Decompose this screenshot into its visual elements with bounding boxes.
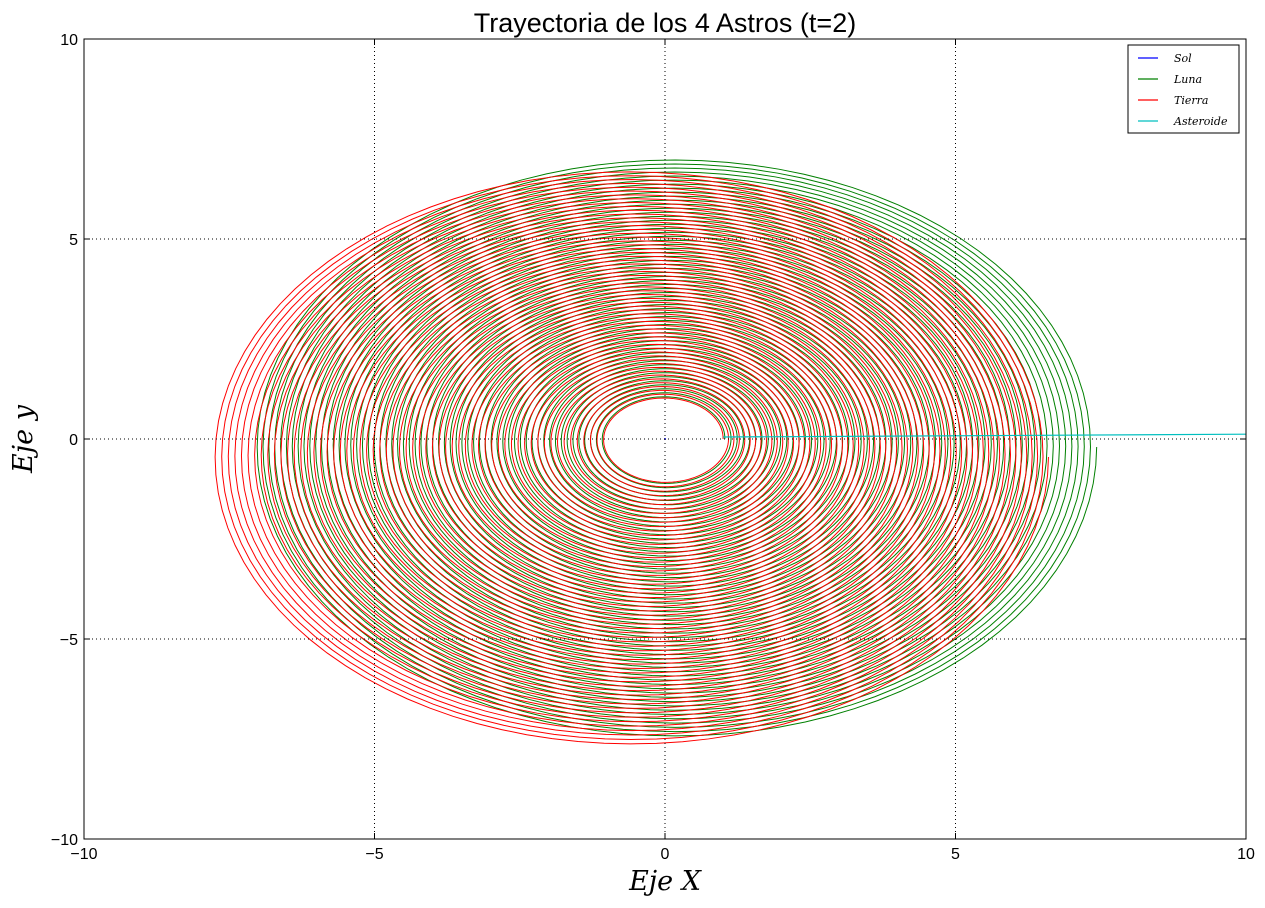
y-tick-label: −5 [60,632,78,649]
y-tick-label: −10 [51,832,78,849]
plot-area [214,159,1246,745]
y-tick-label: 5 [69,232,78,249]
x-tick-label: 5 [951,846,960,863]
legend-label-luna: Luna [1173,73,1202,86]
series-tierra-trajectory [214,171,1049,745]
y-tick-label: 10 [60,32,78,49]
x-tick-label: −5 [365,846,383,863]
legend-label-sol: Sol [1174,52,1192,65]
legend: Sol Luna Tierra Asteroide [1127,44,1240,134]
axis-ticks: −10 −5 0 5 10 −10 −5 0 5 10 [51,32,1255,863]
series-luna-trajectory [256,159,1098,737]
y-axis-label: Eje y [8,404,39,474]
legend-box [1127,44,1240,134]
legend-label-asteroide: Asteroide [1173,115,1228,128]
grid [84,39,1246,839]
x-tick-label: −10 [70,846,97,863]
x-axis-label: Eje X [628,866,703,897]
y-tick-label: 0 [69,432,78,449]
x-tick-label: 0 [661,846,670,863]
x-tick-label: 10 [1237,846,1255,863]
legend-label-tierra: Tierra [1174,94,1208,107]
series-asteroide-trajectory [723,433,1246,438]
chart-title: Trayectoria de los 4 Astros (t=2) [474,8,856,38]
